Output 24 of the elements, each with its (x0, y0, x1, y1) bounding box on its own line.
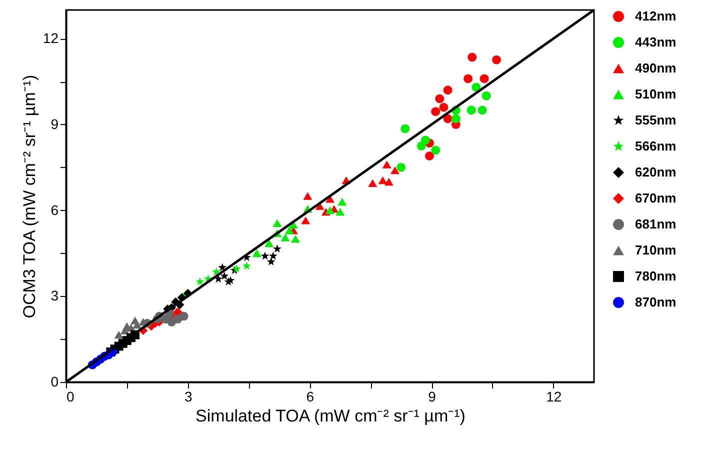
y-tick-label: 9 (50, 116, 59, 132)
legend-label: 681nm (635, 216, 676, 232)
y-tick-label: 3 (50, 288, 59, 304)
legend-label: 443nm (635, 34, 676, 50)
legend-label: 710nm (635, 242, 676, 258)
legend-label: 490nm (635, 60, 676, 76)
legend-label: 870nm (635, 294, 676, 310)
y-axis-title: OCM3 TOA (mW cm⁻² sr⁻¹ µm⁻¹) (20, 74, 39, 318)
legend-label: 510nm (635, 86, 676, 102)
y-tick-label: 12 (42, 30, 59, 46)
legend-label: 620nm (635, 164, 676, 180)
legend-label: 555nm (635, 112, 676, 128)
legend-label: 670nm (635, 190, 676, 206)
legend-label: 566nm (635, 138, 676, 154)
legend-label: 780nm (635, 268, 676, 284)
x-tick-label: 9 (428, 388, 436, 404)
x-tick-label: 6 (306, 388, 314, 404)
y-tick-label: 6 (50, 202, 59, 218)
x-axis-title: Simulated TOA (mW cm⁻² sr⁻¹ µm⁻¹) (196, 406, 466, 426)
x-tick-label: 3 (184, 388, 192, 404)
legend-label: 412nm (635, 8, 676, 24)
y-tick-label: 0 (50, 374, 59, 390)
x-tick-label: 12 (546, 388, 562, 404)
x-tick-label: 0 (66, 388, 74, 404)
